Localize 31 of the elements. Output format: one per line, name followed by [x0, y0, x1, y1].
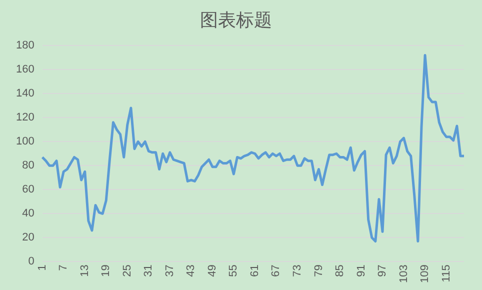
x-tick-label: 7	[58, 264, 70, 271]
y-tick-label: 80	[22, 160, 34, 172]
x-tick-label: 19	[100, 264, 112, 277]
x-tick-label: 85	[334, 264, 346, 277]
y-tick-label: 160	[16, 64, 34, 76]
x-tick-label: 25	[121, 264, 134, 277]
x-tick-label: 109	[419, 264, 432, 284]
x-tick-label: 103	[398, 264, 410, 284]
y-tick-label: 100	[16, 136, 34, 148]
x-tick-label: 91	[355, 264, 368, 277]
x-tick-label: 13	[78, 264, 91, 277]
x-tick-label: 97	[376, 264, 389, 277]
y-tick-label: 120	[16, 112, 34, 124]
x-tick-label: 49	[206, 264, 218, 277]
y-tick-label: 20	[22, 232, 34, 244]
y-tick-label: 40	[22, 208, 34, 220]
x-tick-label: 61	[248, 264, 261, 277]
x-tick-label: 37	[164, 264, 176, 277]
y-tick-label: 140	[16, 88, 34, 100]
y-tick-label: 60	[22, 184, 34, 196]
x-tick-label: 79	[312, 264, 325, 277]
chart-title: 图表标题	[200, 10, 272, 30]
y-tick-label: 0	[28, 256, 34, 268]
x-tick-label: 55	[228, 264, 240, 277]
x-tick-label: 43	[185, 264, 198, 277]
x-tick-label: 73	[292, 264, 304, 277]
x-tick-label: 67	[270, 264, 282, 277]
x-tick-label: 31	[142, 264, 155, 277]
y-tick-label: 180	[16, 40, 34, 52]
x-tick-label: 115	[440, 264, 452, 282]
x-tick-label: 1	[36, 264, 48, 271]
